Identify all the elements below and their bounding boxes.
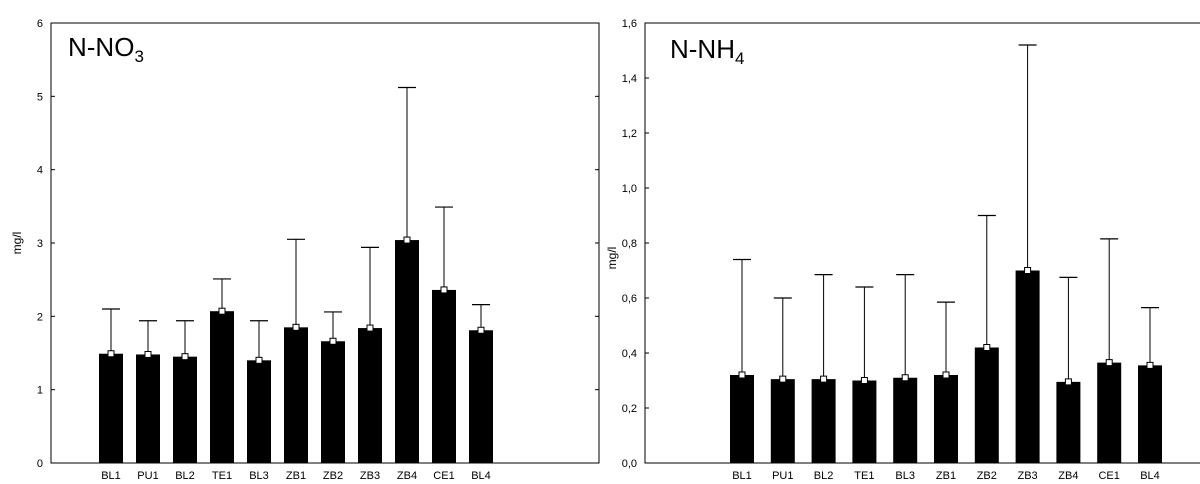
x-tick-label: ZB2 — [323, 470, 343, 482]
mean-marker — [1105, 359, 1113, 367]
x-tick-label: BL4 — [1140, 470, 1160, 482]
y-tick-label: 0,8 — [622, 238, 637, 250]
bar-zb2 — [321, 341, 345, 463]
x-tick-label: BL3 — [895, 470, 915, 482]
mean-marker — [366, 324, 374, 332]
mean-marker — [218, 307, 226, 315]
y-tick-label: 2 — [37, 311, 43, 323]
x-tick-label: PU1 — [137, 470, 158, 482]
mean-marker — [738, 371, 746, 379]
bar-zb3 — [1015, 270, 1040, 463]
y-tick-label: 0,4 — [622, 348, 637, 360]
x-tick-label: ZB2 — [977, 470, 997, 482]
mean-marker — [1064, 378, 1072, 386]
bar-zb4 — [1056, 381, 1081, 463]
bar-pu1 — [770, 379, 795, 463]
y-axis-label-nnh4: mg/l — [605, 247, 619, 270]
mean-marker — [440, 286, 448, 294]
x-tick-label: ZB3 — [1018, 470, 1038, 482]
bar-bl2 — [811, 379, 836, 463]
x-tick-label: PU1 — [772, 470, 793, 482]
bars-nnh4 — [730, 44, 1162, 463]
mean-marker — [255, 356, 263, 364]
x-tick-label: ZB4 — [397, 470, 417, 482]
mean-marker — [144, 350, 152, 358]
bar-te1 — [852, 380, 877, 463]
x-tick-label: BL2 — [814, 470, 834, 482]
y-tick-label: 0,0 — [622, 458, 637, 470]
x-tick-label: CE1 — [433, 470, 454, 482]
x-tick-label: ZB3 — [360, 470, 380, 482]
bars-nno3 — [99, 86, 493, 463]
y-tick-label: 1,6 — [622, 18, 637, 30]
mean-marker — [1024, 267, 1032, 274]
y-tick-label: 5 — [37, 91, 43, 103]
y-tick-label: 1,4 — [622, 73, 637, 85]
mean-marker — [942, 371, 950, 379]
y-tick-label: 0,2 — [622, 403, 637, 415]
mean-marker — [292, 323, 300, 331]
mean-marker — [820, 375, 828, 383]
chart-nnh4: N-NH4 mg/l 0,0 0,2 0,4 0,6 0,8 1,0 1,2 1,4 1,6 B… — [605, 18, 1200, 482]
x-tick-label: ZB1 — [286, 470, 306, 482]
x-tick-label: BL1 — [732, 470, 752, 482]
chart-title-nnh4: N-NH4 — [670, 34, 744, 68]
x-tick-label: BL1 — [101, 470, 121, 482]
mean-marker — [329, 337, 337, 345]
y-ticks-nno3: 0 1 2 3 4 5 6 — [37, 18, 599, 470]
bar-bl3 — [893, 377, 918, 463]
bar-ce1 — [432, 289, 456, 463]
bar-zb3 — [358, 328, 382, 463]
y-tick-label: 0 — [37, 458, 43, 470]
mean-marker — [901, 374, 909, 382]
mean-marker — [477, 326, 485, 334]
bar-zb2 — [974, 347, 999, 463]
x-tick-label: TE1 — [854, 470, 874, 482]
x-tick-label: BL4 — [471, 470, 491, 482]
chart-nno3: N-NO3 mg/l 0 1 2 3 4 5 6 BL1 PU1 BL2 TE1 BL3 ZB1 ZB2… — [10, 18, 600, 482]
y-tick-label: 1,0 — [622, 183, 637, 195]
bar-ce1 — [1097, 362, 1122, 463]
mean-marker — [860, 377, 868, 384]
mean-marker — [403, 236, 411, 244]
x-ticks-nnh4: BL1 PU1 BL2 TE1 BL3 ZB1 ZB2 ZB3 ZB4 CE1 BL4 — [732, 459, 1160, 482]
bar-bl2 — [173, 356, 197, 463]
x-tick-label: ZB4 — [1058, 470, 1078, 482]
bar-zb4 — [395, 240, 419, 463]
x-tick-label: CE1 — [1098, 470, 1119, 482]
bar-bl4 — [469, 330, 493, 463]
y-tick-label: 1 — [37, 385, 43, 397]
y-tick-label: 6 — [37, 18, 43, 30]
x-tick-label: TE1 — [212, 470, 232, 482]
y-tick-label: 0,6 — [622, 293, 637, 305]
y-tick-label: 3 — [37, 238, 43, 250]
bar-zb1 — [284, 327, 308, 463]
bar-te1 — [210, 311, 234, 463]
x-ticks-nno3: BL1 PU1 BL2 TE1 BL3 ZB1 ZB2 ZB3 ZB4 CE1 BL4 — [101, 459, 491, 482]
y-ticks-nnh4: 0,0 0,2 0,4 0,6 0,8 1,0 1,2 1,4 1,6 — [622, 18, 649, 470]
y-tick-label: 4 — [37, 165, 43, 177]
y-axis-label-nno3: mg/l — [10, 232, 24, 255]
bar-bl1 — [99, 353, 123, 463]
mean-marker — [1146, 361, 1154, 369]
bar-bl4 — [1138, 365, 1162, 463]
bar-bl3 — [247, 360, 271, 463]
mean-marker — [983, 344, 991, 351]
mean-marker — [107, 350, 115, 358]
bar-bl1 — [730, 375, 754, 463]
x-tick-label: BL2 — [175, 470, 195, 482]
x-tick-label: BL3 — [249, 470, 269, 482]
y-tick-label: 1,2 — [622, 128, 637, 140]
bar-zb1 — [934, 375, 958, 463]
x-tick-label: ZB1 — [936, 470, 956, 482]
bar-pu1 — [136, 354, 160, 463]
mean-marker — [181, 353, 189, 361]
mean-marker — [779, 375, 787, 383]
chart-title-nno3: N-NO3 — [68, 32, 144, 66]
